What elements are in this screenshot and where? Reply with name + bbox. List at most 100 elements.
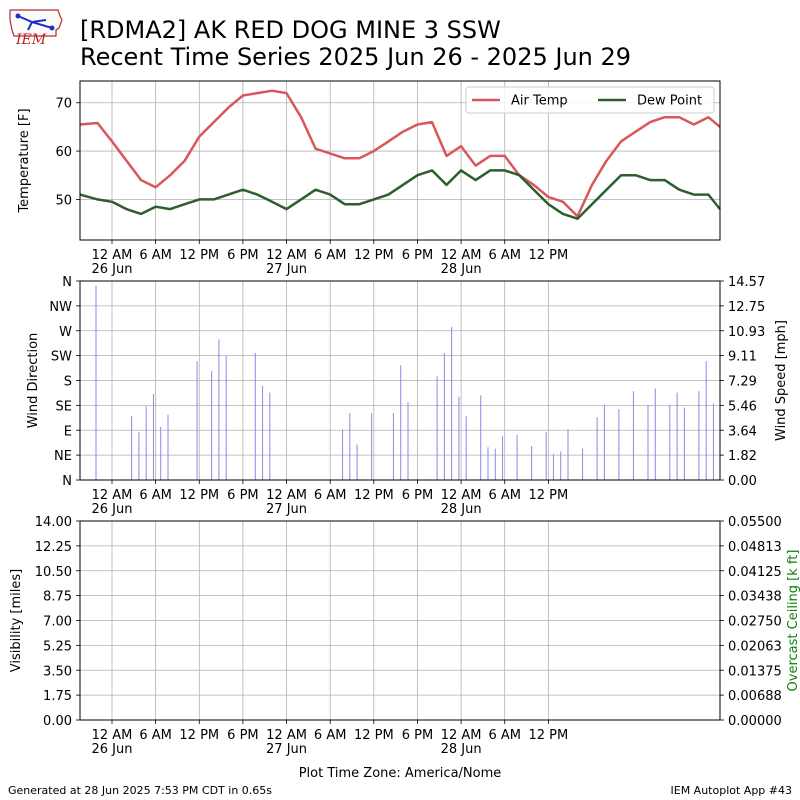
iem-logo: IEM — [9, 9, 63, 48]
x-tick-label: 27 Jun — [266, 742, 307, 757]
x-tick-label: 12 PM — [354, 728, 394, 743]
x-tick-label: 6 AM — [314, 488, 347, 503]
x-tick-label: 12 AM — [92, 248, 133, 263]
plot-frame — [79, 80, 721, 241]
legend-label-dew-point: Dew Point — [637, 94, 702, 109]
x-tick-label: 12 PM — [528, 728, 568, 743]
x-tick-label: 6 AM — [488, 488, 521, 503]
dew-point-line — [79, 169, 721, 220]
x-tick-label: 12 AM — [266, 488, 307, 503]
plot-frame — [79, 520, 721, 721]
x-tick-label: 6 AM — [139, 248, 172, 263]
x-tick-label: 26 Jun — [92, 502, 133, 517]
wind-speed-tick-label: 14.57 — [728, 275, 765, 290]
x-tick-label: 27 Jun — [266, 502, 307, 517]
network-icon — [17, 15, 53, 31]
visibility-tick-label: 10.50 — [35, 565, 72, 580]
generated-note: Generated at 28 Jun 2025 7:53 PM CDT in … — [8, 784, 273, 797]
visibility-tick-label: 0.00 — [43, 714, 72, 729]
wind-direction-tick-label: SE — [56, 399, 72, 414]
x-tick-label: 6 PM — [227, 728, 258, 743]
chart-title-range: Recent Time Series 2025 Jun 26 - 2025 Ju… — [80, 43, 632, 71]
x-tick-label: 12 PM — [179, 728, 219, 743]
plot-frame — [79, 280, 721, 481]
x-tick-label: 6 AM — [314, 248, 347, 263]
visibility-tick-label: 5.25 — [43, 639, 72, 654]
wind-speed-tick-label: 10.93 — [728, 325, 765, 340]
x-tick-label: 6 AM — [139, 728, 172, 743]
wind-direction-tick-label: W — [59, 325, 72, 340]
chart-title-station: [RDMA2] AK RED DOG MINE 3 SSW — [80, 16, 501, 44]
x-tick-label: 6 AM — [488, 728, 521, 743]
y-tick-label: 50 — [55, 193, 72, 208]
wind-direction-tick-label: NE — [54, 449, 72, 464]
x-axis-label: Plot Time Zone: America/Nome — [299, 766, 502, 781]
visibility-tick-label: 14.00 — [35, 515, 72, 530]
x-tick-label: 12 PM — [179, 488, 219, 503]
legend-box — [465, 86, 715, 114]
wind-direction-tick-label: NW — [49, 300, 72, 315]
ceiling-tick-label: 0.00000 — [728, 714, 782, 729]
x-tick-label: 6 PM — [402, 728, 433, 743]
x-tick-label: 27 Jun — [266, 262, 307, 277]
ceiling-tick-label: 0.02750 — [728, 615, 782, 630]
ceiling-tick-label: 0.04125 — [728, 565, 782, 580]
y-axis-label: Wind Direction — [26, 333, 41, 429]
x-tick-label: 12 PM — [354, 248, 394, 263]
y-axis-label: Temperature [F] — [17, 108, 32, 213]
visibility-tick-label: 7.00 — [43, 615, 72, 630]
x-tick-label: 28 Jun — [441, 742, 482, 757]
logo-text: IEM — [15, 32, 47, 48]
x-tick-label: 12 AM — [441, 728, 482, 743]
x-tick-label: 28 Jun — [441, 262, 482, 277]
x-tick-label: 6 AM — [314, 728, 347, 743]
wind-speed-tick-label: 0.00 — [728, 474, 757, 489]
x-tick-label: 6 PM — [402, 248, 433, 263]
x-tick-label: 12 AM — [441, 248, 482, 263]
x-tick-label: 12 AM — [92, 728, 133, 743]
wind-speed-tick-label: 12.75 — [728, 300, 765, 315]
visibility-tick-label: 12.25 — [35, 540, 72, 555]
wind-speed-tick-label: 5.46 — [728, 399, 757, 414]
x-tick-label: 12 AM — [92, 488, 133, 503]
y-tick-label: 70 — [55, 97, 72, 112]
wind-direction-tick-label: S — [64, 375, 72, 390]
ceiling-tick-label: 0.00688 — [728, 689, 782, 704]
ceiling-tick-label: 0.02063 — [728, 639, 782, 654]
ceiling-tick-label: 0.04813 — [728, 540, 782, 555]
x-tick-label: 12 AM — [266, 728, 307, 743]
x-tick-label: 12 PM — [528, 488, 568, 503]
x-tick-label: 12 PM — [528, 248, 568, 263]
x-tick-label: 6 PM — [227, 248, 258, 263]
air-temp-line — [79, 89, 721, 218]
x-tick-label: 12 AM — [266, 248, 307, 263]
visibility-tick-label: 1.75 — [43, 689, 72, 704]
y-axis-label: Visibility [miles] — [9, 569, 24, 672]
x-tick-label: 6 AM — [139, 488, 172, 503]
wind-speed-tick-label: 1.82 — [728, 449, 757, 464]
wind-speed-tick-label: 3.64 — [728, 424, 757, 439]
ceiling-tick-label: 0.03438 — [728, 590, 782, 605]
x-tick-label: 26 Jun — [92, 742, 133, 757]
x-tick-label: 12 PM — [354, 488, 394, 503]
wind-direction-tick-label: N — [62, 275, 72, 290]
y2-axis-label: Overcast Ceiling [k ft] — [786, 550, 800, 692]
x-tick-label: 6 PM — [227, 488, 258, 503]
x-tick-label: 28 Jun — [441, 502, 482, 517]
x-tick-label: 6 AM — [488, 248, 521, 263]
x-tick-label: 26 Jun — [92, 262, 133, 277]
x-tick-label: 6 PM — [402, 488, 433, 503]
ceiling-tick-label: 0.01375 — [728, 664, 782, 679]
app-credit: IEM Autoplot App #43 — [670, 784, 793, 797]
wind-direction-tick-label: N — [62, 474, 72, 489]
legend-label-air-temp: Air Temp — [511, 94, 568, 109]
x-tick-label: 12 AM — [441, 488, 482, 503]
y-tick-label: 60 — [55, 145, 72, 160]
x-tick-label: 12 PM — [179, 248, 219, 263]
ceiling-tick-label: 0.05500 — [728, 515, 782, 530]
visibility-tick-label: 8.75 — [43, 590, 72, 605]
visibility-tick-label: 3.50 — [43, 664, 72, 679]
y2-axis-label: Wind Speed [mph] — [774, 320, 789, 441]
wind-speed-tick-label: 7.29 — [728, 375, 757, 390]
